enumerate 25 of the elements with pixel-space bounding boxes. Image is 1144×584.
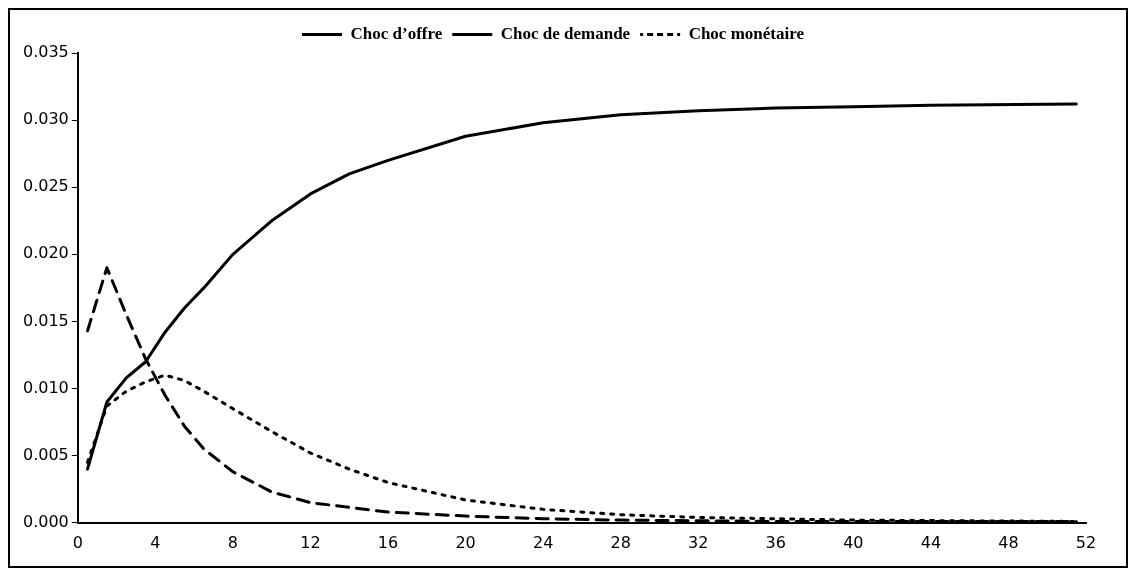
y-tick-label: 0.005	[22, 444, 69, 464]
x-tick-label: 28	[610, 532, 631, 552]
legend-label: Choc monétaire	[688, 23, 805, 43]
y-tick-label: 0.030	[22, 109, 69, 129]
y-tick-label: 0.025	[22, 176, 69, 196]
x-tick-label: 0	[72, 532, 83, 552]
x-tick-label: 24	[532, 532, 554, 552]
x-tick-label: 44	[920, 532, 942, 552]
x-tick-label: 16	[377, 532, 399, 552]
x-tick-label: 4	[150, 532, 161, 552]
y-tick-label: 0.020	[22, 243, 69, 263]
x-tick-label: 40	[843, 532, 864, 552]
legend-label: Choc d’offre	[350, 23, 443, 43]
x-tick-label: 32	[688, 532, 709, 552]
legend-label: Choc de demande	[500, 23, 631, 43]
y-tick-label: 0.035	[22, 42, 69, 62]
y-tick-label: 0.015	[22, 310, 69, 330]
x-tick-label: 12	[300, 532, 321, 552]
y-tick-label: 0.010	[22, 377, 69, 397]
y-tick-label: 0.000	[22, 511, 69, 531]
x-tick-label: 36	[765, 532, 786, 552]
x-tick-label: 8	[227, 532, 239, 552]
x-tick-label: 48	[998, 532, 1019, 552]
x-tick-label: 52	[1075, 532, 1097, 552]
x-tick-label: 20	[455, 532, 476, 552]
